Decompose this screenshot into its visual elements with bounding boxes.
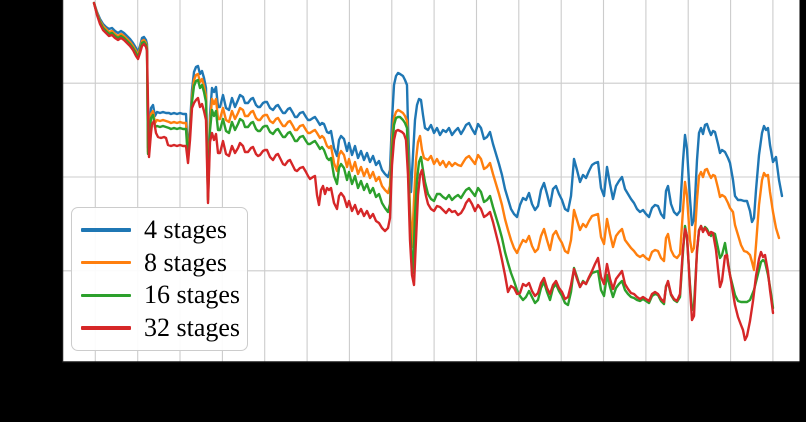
legend-line-sample-blue	[81, 228, 131, 232]
legend-line-sample-green	[81, 293, 131, 297]
legend-item-8-stages: 8 stages	[81, 247, 237, 277]
chart-legend: 4 stages 8 stages 16 stages 32 stages	[71, 207, 248, 351]
legend-line-sample-orange	[81, 260, 131, 265]
legend-item-32-stages: 32 stages	[81, 312, 241, 342]
legend-label: 16 stages	[144, 280, 241, 310]
series-line-4-stages	[92, 1, 784, 227]
legend-item-16-stages: 16 stages	[81, 280, 241, 310]
series-line-32-stages	[92, 1, 775, 342]
legend-line-sample-red	[81, 326, 131, 330]
legend-label: 4 stages	[144, 215, 228, 244]
legend-item-4-stages: 4 stages	[81, 217, 237, 243]
legend-label: 8 stages	[144, 247, 228, 277]
series-line-8-stages	[92, 1, 781, 272]
legend-label: 32 stages	[144, 312, 241, 342]
